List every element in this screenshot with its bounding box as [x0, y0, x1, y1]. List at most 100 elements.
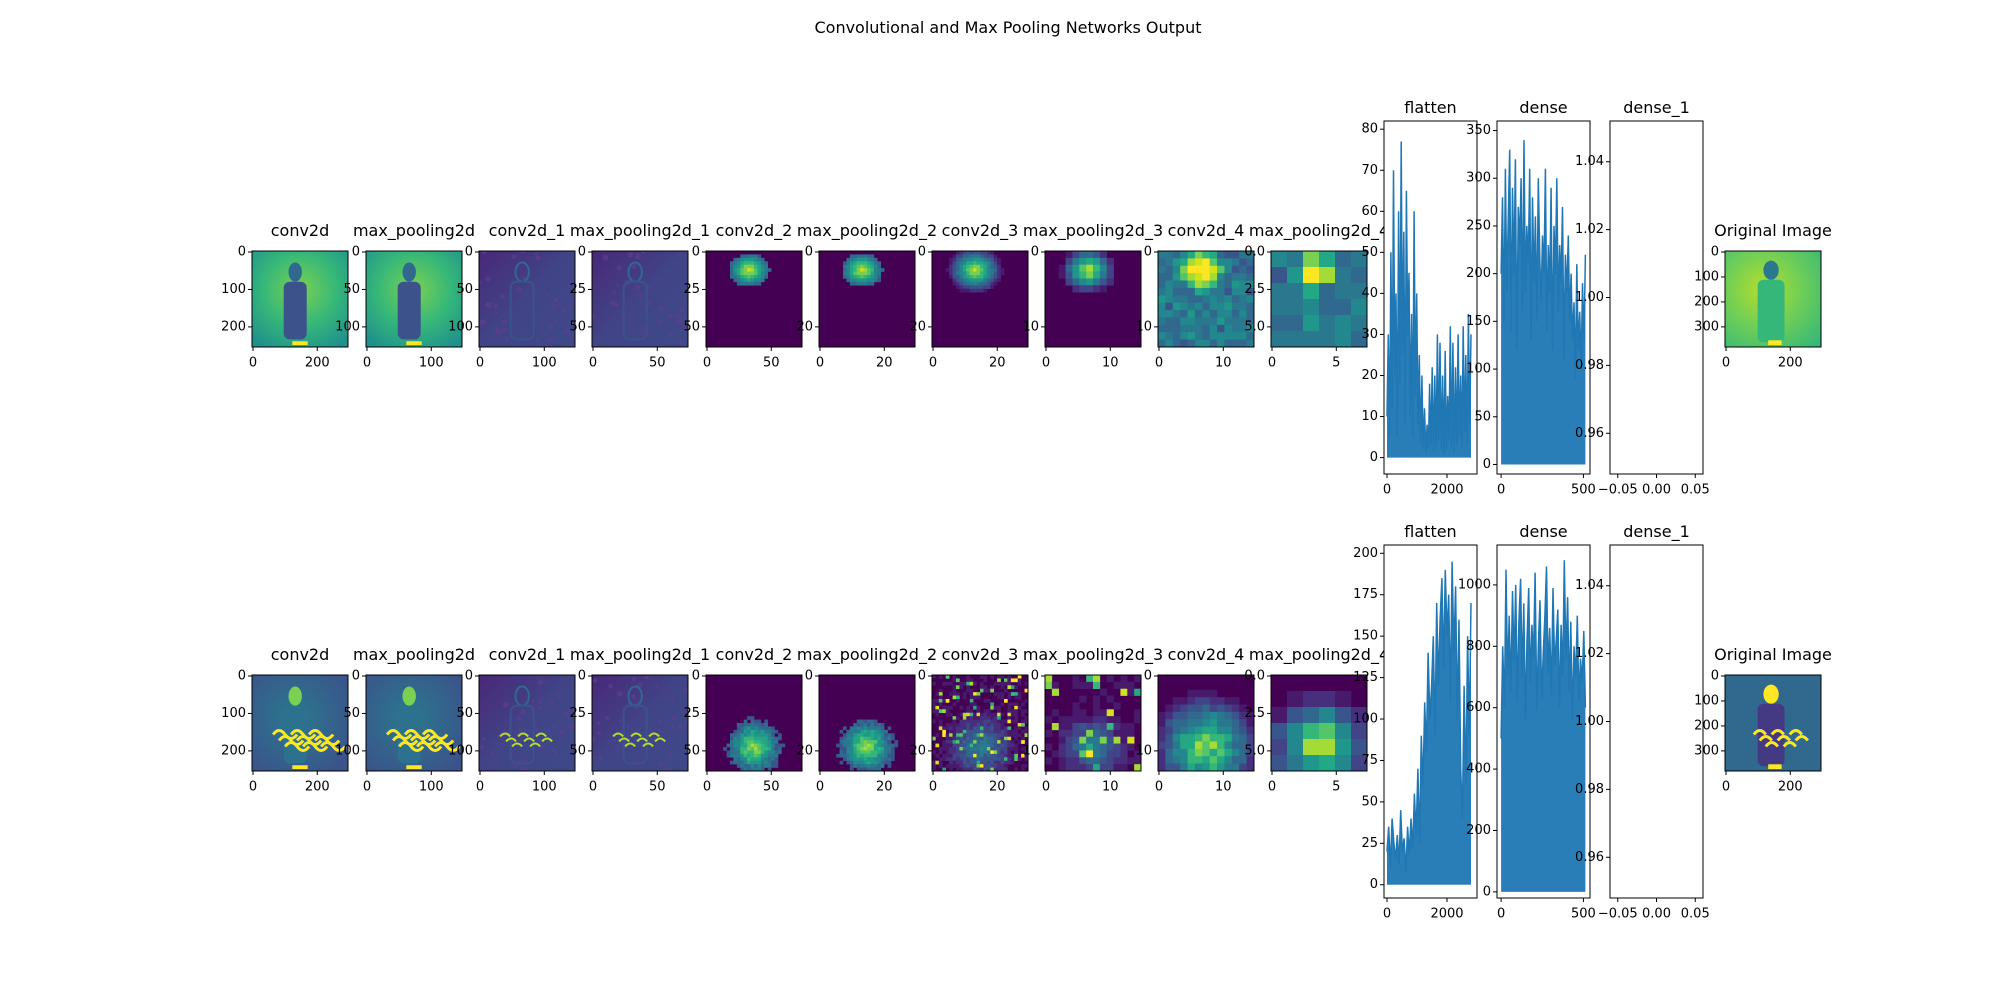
panel-title: conv2d_2: [716, 221, 793, 241]
y-tick-label: 50: [569, 743, 586, 758]
axes-frame: [818, 674, 916, 772]
axes-frame: [1724, 674, 1822, 772]
heatmap-image: [1158, 251, 1254, 347]
panel-title: max_pooling2d_2: [797, 645, 937, 665]
axes-frame: [1724, 250, 1822, 348]
y-tick-label: 0.98: [1575, 782, 1604, 797]
heatmap-image: [706, 675, 802, 771]
x-tick-label: 0: [589, 356, 597, 371]
axes-frame: [705, 674, 803, 772]
y-tick-label: 0.98: [1575, 358, 1604, 373]
y-tick-label: 80: [1361, 122, 1378, 137]
y-tick-label: 600: [1466, 700, 1491, 715]
heatmap-panel: max_pooling2d_2 0 20 0 20: [796, 221, 937, 371]
axes-frame: [1044, 250, 1142, 348]
y-tick-label: 75: [1361, 753, 1378, 768]
heatmap-panel: conv2d_3 0 20 0 20: [909, 645, 1029, 795]
heatmap-image: [1045, 675, 1141, 771]
heatmap-image: [819, 675, 915, 771]
y-tick-label: 800: [1466, 639, 1491, 654]
panel-title: max_pooling2d_4: [1249, 645, 1389, 665]
heatmap-image: [479, 675, 575, 771]
x-tick-label: 0: [363, 780, 371, 795]
heatmap-image: [252, 251, 348, 347]
axes-frame: [365, 250, 463, 348]
y-tick-label: 10: [1022, 743, 1039, 758]
axes-frame: [1157, 674, 1255, 772]
panel-title: Original Image: [1714, 645, 1832, 664]
heatmap-image: [366, 675, 462, 771]
y-tick-label: 100: [448, 743, 473, 758]
heatmap-image: [706, 251, 802, 347]
panel-title: dense_1: [1623, 98, 1690, 118]
y-tick-label: 100: [1353, 712, 1378, 727]
y-tick-label: 0: [918, 245, 926, 260]
y-tick-label: 50: [343, 706, 360, 721]
heatmap-panel: conv2d_2 0 50 0 25 50: [683, 221, 803, 371]
y-tick-label: 50: [1474, 409, 1491, 424]
y-tick-label: 200: [1694, 718, 1719, 733]
y-tick-label: 10: [1022, 319, 1039, 334]
x-tick-label: 0: [249, 356, 257, 371]
heatmap-panel: max_pooling2d_2 0 20 0 20: [796, 645, 937, 795]
panel-title: max_pooling2d: [353, 645, 475, 665]
x-tick-label: 0.05: [1681, 483, 1710, 498]
heatmap-panel: max_pooling2d 0 100 0 50 100: [335, 221, 475, 371]
axes-frame: [478, 250, 576, 348]
y-tick-label: 50: [343, 282, 360, 297]
x-tick-label: 0.00: [1642, 483, 1671, 498]
y-tick-label: 100: [1694, 269, 1719, 284]
y-tick-label: 50: [683, 319, 700, 334]
y-tick-label: 25: [683, 282, 700, 297]
figure-suptitle: Convolutional and Max Pooling Networks O…: [814, 18, 1201, 37]
x-tick-label: 0: [1722, 356, 1730, 371]
y-tick-label: 20: [796, 319, 813, 334]
axes-frame: [1270, 250, 1368, 348]
heatmap-panel: max_pooling2d 0 100 0 50 100: [335, 645, 475, 795]
axes-frame: [591, 674, 689, 772]
heatmap-image: [592, 251, 688, 347]
y-tick-label: 10: [1361, 409, 1378, 424]
y-tick-label: 5.0: [1244, 319, 1265, 334]
x-tick-label: 20: [989, 780, 1006, 795]
panel-title: max_pooling2d_1: [570, 221, 710, 241]
x-tick-label: −0.05: [1598, 483, 1638, 498]
panel-title: max_pooling2d_1: [570, 645, 710, 665]
y-tick-label: 1.00: [1575, 714, 1604, 729]
y-tick-label: 0: [1711, 669, 1719, 684]
x-tick-label: 2000: [1430, 907, 1463, 922]
heatmap-image: [479, 251, 575, 347]
panel-title: max_pooling2d_3: [1023, 645, 1163, 665]
y-tick-label: 70: [1361, 163, 1378, 178]
y-tick-label: 0: [238, 245, 246, 260]
panel-title: dense: [1519, 522, 1567, 541]
x-tick-label: 20: [876, 356, 893, 371]
panel-title: max_pooling2d: [353, 221, 475, 241]
y-tick-label: 0.96: [1575, 850, 1604, 865]
x-tick-label: 10: [1102, 356, 1119, 371]
heatmap-image: [252, 675, 348, 771]
x-tick-label: 5: [1332, 780, 1340, 795]
x-tick-label: 200: [1778, 356, 1803, 371]
heatmap-panel: conv2d_4 0 10 0 10: [1135, 645, 1255, 795]
x-tick-label: 0: [1268, 356, 1276, 371]
heatmap-image: [932, 675, 1028, 771]
y-tick-label: 1000: [1458, 577, 1491, 592]
y-tick-label: 40: [1361, 286, 1378, 301]
heatmap-image: [1158, 675, 1254, 771]
x-tick-label: 0: [1042, 780, 1050, 795]
heatmap-panel: conv2d 0 200 0 100 200: [221, 645, 349, 795]
panel-title: conv2d: [271, 221, 330, 240]
series-line: [1500, 560, 1587, 739]
heatmap-panel: conv2d_2 0 50 0 25 50: [683, 645, 803, 795]
y-tick-label: 0: [918, 669, 926, 684]
x-tick-label: 0: [476, 356, 484, 371]
x-tick-label: 0: [1155, 356, 1163, 371]
y-tick-label: 30: [1361, 327, 1378, 342]
panel-title: conv2d_4: [1168, 221, 1245, 241]
x-tick-label: 200: [305, 780, 330, 795]
y-tick-label: 5.0: [1244, 743, 1265, 758]
x-tick-label: 0: [703, 780, 711, 795]
heatmap-panel: max_pooling2d_1 0 50 0 25 50: [569, 645, 710, 795]
